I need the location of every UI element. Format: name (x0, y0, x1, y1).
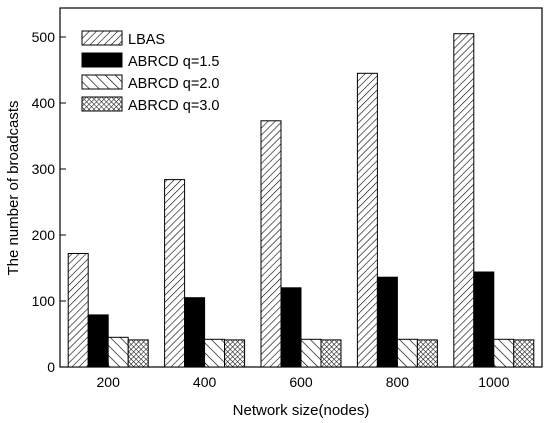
x-tick-label: 200 (97, 374, 121, 390)
bar (300, 338, 322, 368)
legend-label: LBAS (128, 32, 165, 48)
y-tick-label: 500 (32, 29, 56, 45)
bar (260, 120, 282, 368)
x-axis: 200 400 600 800 1000 (97, 362, 510, 390)
bar (453, 33, 475, 368)
bar (280, 287, 302, 368)
legend: LBAS ABRCD q=1.5 ABRCD q=2.0 ABRCD q=3.0 (81, 30, 219, 114)
bar (320, 339, 342, 368)
bar (513, 339, 535, 368)
legend-swatch (81, 52, 123, 68)
bars-group (67, 33, 535, 368)
y-axis-title: The number of broadcasts (5, 100, 22, 275)
legend-swatch (81, 96, 123, 112)
bar (396, 338, 418, 368)
legend-label: ABRCD q=2.0 (128, 76, 219, 92)
bar (87, 314, 109, 368)
x-tick-label: 1000 (478, 374, 509, 390)
bar (204, 338, 226, 368)
y-tick-label: 100 (32, 293, 56, 309)
bar (493, 338, 515, 368)
x-tick-label: 800 (386, 374, 410, 390)
y-tick-label: 300 (32, 161, 56, 177)
bar (67, 253, 89, 368)
legend-swatch (81, 30, 123, 46)
y-tick-label: 0 (47, 359, 55, 375)
bar (224, 339, 246, 368)
y-tick-label: 200 (32, 227, 56, 243)
bar (376, 276, 398, 368)
bar (127, 339, 149, 368)
y-axis: 0 100 200 300 400 500 (32, 29, 66, 375)
legend-label: ABRCD q=1.5 (128, 54, 219, 70)
legend-swatch (81, 74, 123, 90)
x-axis-title: Network size(nodes) (233, 402, 370, 419)
legend-label: ABRCD q=3.0 (128, 98, 219, 114)
bar (184, 297, 206, 368)
y-tick-label: 400 (32, 95, 56, 111)
bar (164, 179, 186, 368)
x-tick-label: 600 (289, 374, 313, 390)
bar (356, 72, 378, 368)
bar (107, 336, 129, 368)
bar (473, 271, 495, 368)
x-tick-label: 400 (193, 374, 217, 390)
bar (416, 339, 438, 368)
